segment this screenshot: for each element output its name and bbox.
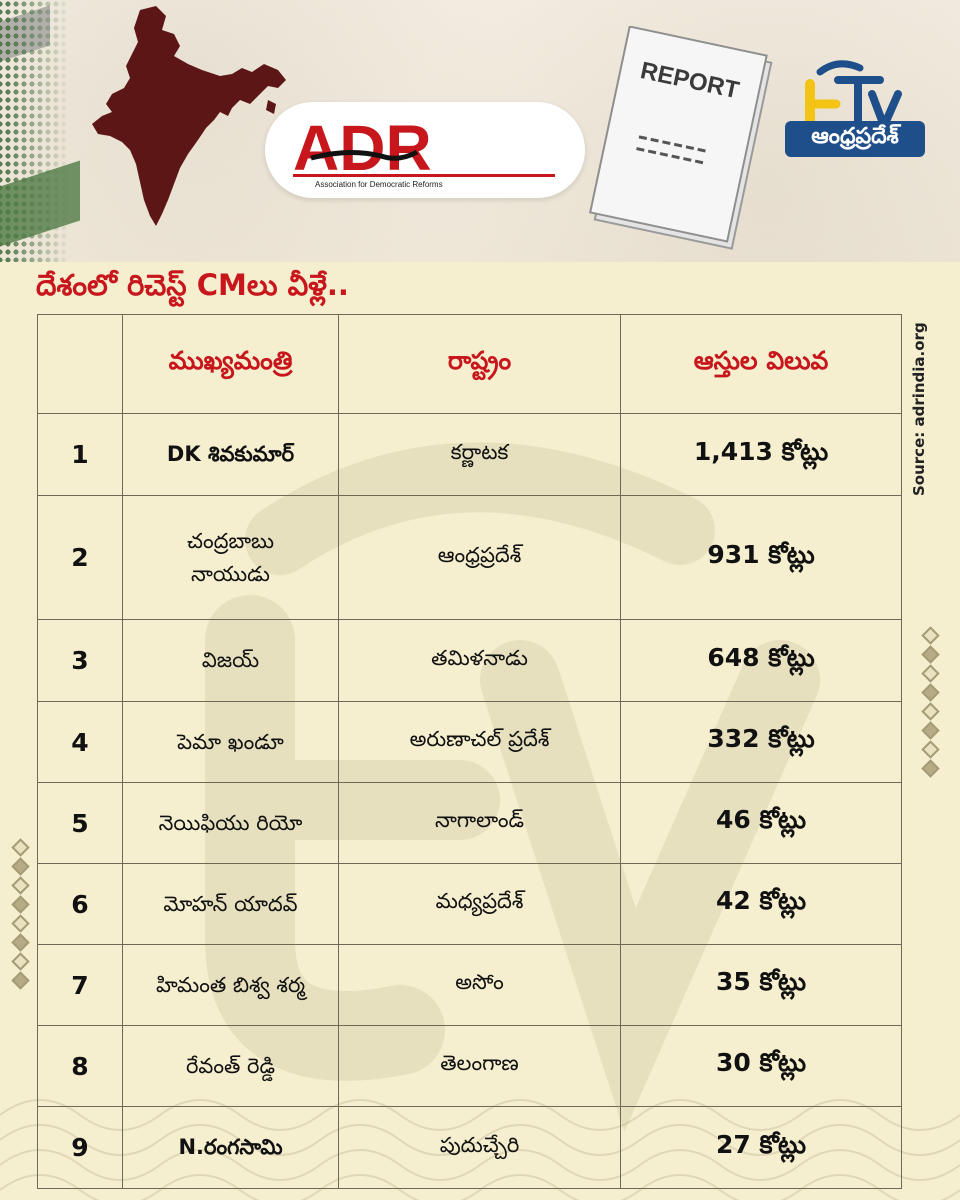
- asset-value-cell: 30 కోట్లు: [620, 1025, 902, 1107]
- asset-value-cell: 46 కోట్లు: [620, 782, 902, 864]
- adr-tagline: Association for Democratic Reforms: [315, 180, 443, 189]
- rank-cell: 8: [37, 1025, 123, 1107]
- state-cell: అరుణాచల్ ప్రదేశ్: [338, 701, 621, 783]
- asset-value-cell: 931 కోట్లు: [620, 495, 902, 620]
- india-map-icon: [92, 6, 286, 226]
- diamond-icon: [920, 626, 940, 645]
- asset-value-cell: 648 కోట్లు: [620, 619, 902, 702]
- richest-cm-table: ముఖ్యమంత్రి రాష్ట్రం ఆస్తుల విలువ 1 DK శ…: [37, 314, 902, 1189]
- diamond-ornament: [920, 626, 940, 778]
- state-cell: నాగాలాండ్: [338, 782, 621, 864]
- diamond-icon: [10, 971, 30, 990]
- cm-name-text: చంద్రబాబు నాయుడు: [187, 528, 274, 586]
- diamond-icon: [920, 702, 940, 721]
- header-chief-minister: ముఖ్యమంత్రి: [122, 314, 339, 414]
- state-cell: తెలంగాణ: [338, 1025, 621, 1107]
- diamond-icon: [10, 952, 30, 971]
- headline: దేశంలో రిచెస్ట్ CMలు వీళ్లే..: [36, 268, 349, 302]
- header-state: రాష్ట్రం: [338, 314, 621, 414]
- rank-cell: 3: [37, 619, 123, 702]
- report-document-icon: REPORT: [589, 26, 773, 250]
- table-row: 5 నెయిఫియు రియో నాగాలాండ్ 46 కోట్లు: [37, 782, 902, 864]
- rank-cell: 9: [37, 1106, 123, 1189]
- diamond-icon: [10, 914, 30, 933]
- asset-value-cell: 1,413 కోట్లు: [620, 413, 902, 496]
- table-row: 3 విజయ్ తమిళనాడు 648 కోట్లు: [37, 619, 902, 702]
- cm-name-cell: N.రంగసామి: [122, 1106, 339, 1189]
- diamond-icon: [10, 838, 30, 857]
- table-row: 2 చంద్రబాబు నాయుడు ఆంధ్రప్రదేశ్ 931 కోట్…: [37, 495, 902, 620]
- adr-logo: ADR Association for Democratic Reforms: [265, 102, 585, 198]
- rank-cell: 5: [37, 782, 123, 864]
- table-row: 1 DK శివకుమార్ కర్ణాటక 1,413 కోట్లు: [37, 413, 902, 496]
- diamond-icon: [920, 721, 940, 740]
- header-asset-value: ఆస్తుల విలువ: [620, 314, 902, 414]
- cm-name-cell: పెమా ఖండూ: [122, 701, 339, 783]
- diamond-icon: [10, 857, 30, 876]
- state-cell: కర్ణాటక: [338, 413, 621, 496]
- asset-value-cell: 42 కోట్లు: [620, 863, 902, 945]
- table-row: 9 N.రంగసామి పుదుచ్చేరి 27 కోట్లు: [37, 1106, 902, 1189]
- diamond-ornament: [10, 838, 30, 990]
- rank-cell: 2: [37, 495, 123, 620]
- diamond-icon: [920, 645, 940, 664]
- state-cell: ఆంధ్రప్రదేశ్: [338, 495, 621, 620]
- rank-cell: 4: [37, 701, 123, 783]
- cm-name-cell: నెయిఫియు రియో: [122, 782, 339, 864]
- source-credit: Source: adrindia.org: [910, 322, 928, 496]
- state-cell: మధ్యప్రదేశ్: [338, 863, 621, 945]
- diamond-icon: [10, 895, 30, 914]
- diamond-icon: [920, 759, 940, 778]
- cm-name-cell: విజయ్: [122, 619, 339, 702]
- table-row: 6 మోహన్ యాదవ్ మధ్యప్రదేశ్ 42 కోట్లు: [37, 863, 902, 945]
- diamond-icon: [920, 740, 940, 759]
- state-cell: తమిళనాడు: [338, 619, 621, 702]
- cm-name-cell: చంద్రబాబు నాయుడు: [122, 495, 339, 620]
- rank-cell: 6: [37, 863, 123, 945]
- asset-value-cell: 27 కోట్లు: [620, 1106, 902, 1189]
- table-row: 4 పెమా ఖండూ అరుణాచల్ ప్రదేశ్ 332 కోట్లు: [37, 701, 902, 783]
- cm-name-cell: రేవంత్ రెడ్డి: [122, 1025, 339, 1107]
- adr-name: ADR: [293, 112, 432, 184]
- asset-value-cell: 332 కోట్లు: [620, 701, 902, 783]
- diamond-icon: [920, 664, 940, 683]
- cm-name-cell: మోహన్ యాదవ్: [122, 863, 339, 945]
- table-header-row: ముఖ్యమంత్రి రాష్ట్రం ఆస్తుల విలువ: [37, 314, 902, 414]
- header-rank: [37, 314, 123, 414]
- cm-name-cell: DK శివకుమార్: [122, 413, 339, 496]
- table-row: 8 రేవంత్ రెడ్డి తెలంగాణ 30 కోట్లు: [37, 1025, 902, 1107]
- rank-cell: 1: [37, 413, 123, 496]
- rank-cell: 7: [37, 944, 123, 1026]
- channel-badge: ఆంధ్రప్రదేశ్: [785, 121, 925, 157]
- state-cell: అసోం: [338, 944, 621, 1026]
- table-row: 7 హిమంత బిశ్వ శర్మ అసోం 35 కోట్లు: [37, 944, 902, 1026]
- diamond-icon: [920, 683, 940, 702]
- asset-value-cell: 35 కోట్లు: [620, 944, 902, 1026]
- cm-name-cell: హిమంత బిశ్వ శర్మ: [122, 944, 339, 1026]
- diamond-icon: [10, 876, 30, 895]
- state-cell: పుదుచ్చేరి: [338, 1106, 621, 1189]
- diamond-icon: [10, 933, 30, 952]
